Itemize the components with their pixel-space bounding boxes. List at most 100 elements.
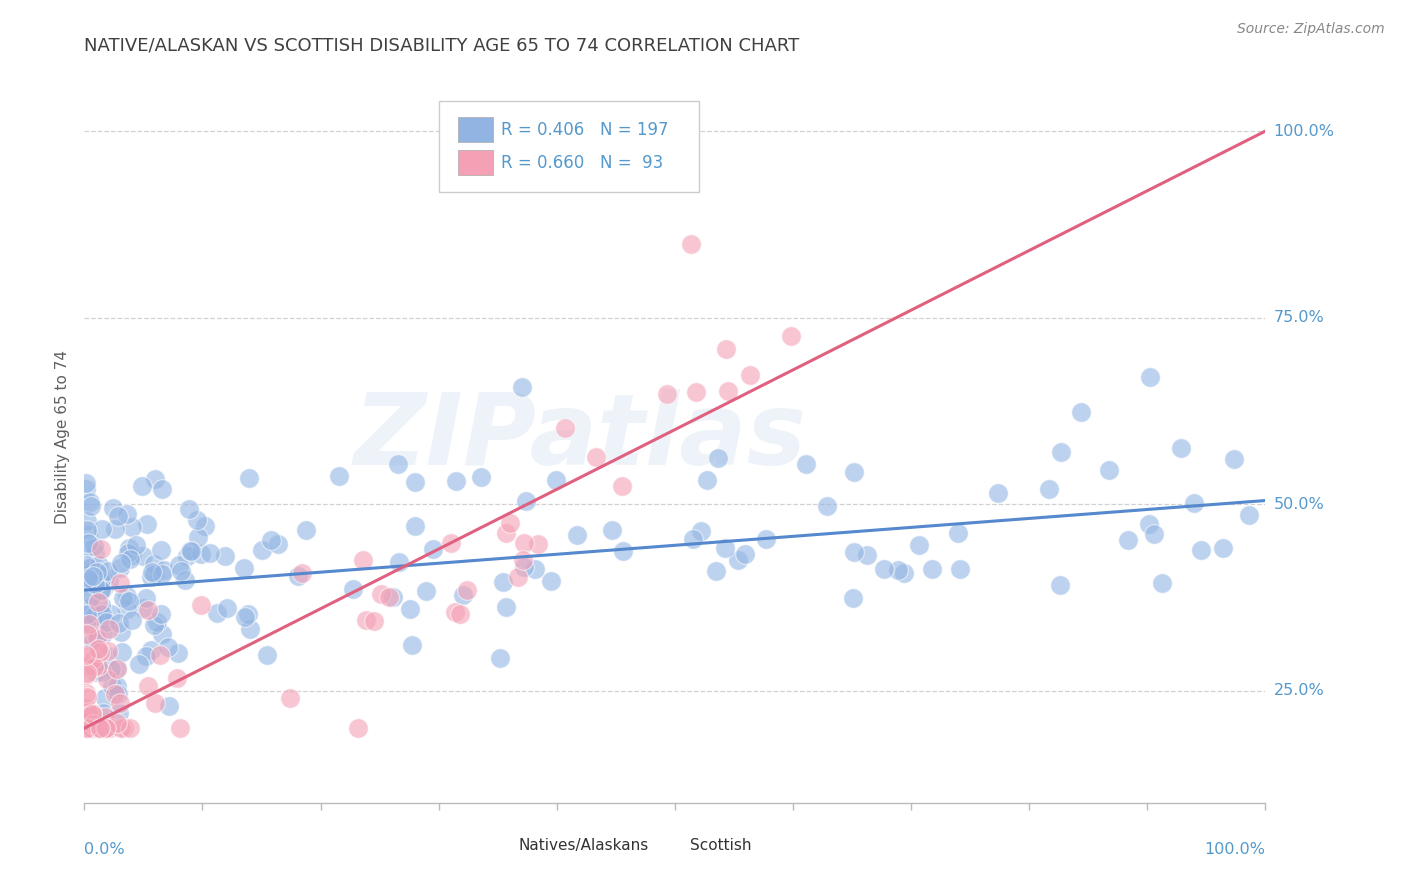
- Point: [96, 648, 118, 663]
- Point: [186, 513, 208, 527]
- Point: [585, 450, 607, 464]
- Point: [524, 562, 547, 576]
- Text: 75.0%: 75.0%: [1274, 310, 1324, 326]
- Point: [717, 384, 740, 398]
- Point: [76, 536, 98, 550]
- Point: [143, 472, 166, 486]
- Point: [238, 471, 260, 485]
- Point: [77, 528, 100, 542]
- Text: Natives/Alaskans: Natives/Alaskans: [519, 838, 650, 854]
- Point: [233, 609, 256, 624]
- Point: [135, 649, 157, 664]
- Point: [404, 518, 426, 533]
- Point: [136, 679, 159, 693]
- Point: [370, 587, 392, 601]
- Point: [90, 574, 112, 588]
- Point: [946, 525, 969, 540]
- Point: [256, 648, 278, 663]
- Point: [107, 508, 129, 523]
- Point: [91, 522, 114, 536]
- Point: [527, 537, 550, 551]
- Point: [83, 660, 105, 674]
- Point: [82, 564, 104, 578]
- Point: [121, 548, 143, 562]
- Point: [612, 544, 634, 558]
- Point: [80, 499, 103, 513]
- Point: [89, 645, 111, 659]
- Point: [655, 387, 678, 401]
- Point: [169, 721, 191, 735]
- Point: [352, 553, 374, 567]
- Point: [714, 342, 737, 356]
- Point: [1038, 482, 1060, 496]
- Point: [97, 623, 120, 637]
- Point: [278, 690, 301, 705]
- Point: [86, 721, 108, 735]
- Point: [707, 450, 730, 465]
- Point: [1189, 542, 1212, 557]
- Point: [444, 474, 467, 488]
- Point: [108, 576, 131, 591]
- Point: [157, 698, 180, 713]
- Point: [87, 658, 110, 673]
- Point: [83, 608, 105, 623]
- Point: [80, 706, 103, 721]
- Point: [600, 524, 623, 538]
- Point: [94, 721, 117, 735]
- Point: [190, 598, 212, 612]
- Point: [179, 502, 201, 516]
- Point: [856, 549, 879, 563]
- Point: [141, 642, 163, 657]
- Point: [94, 721, 117, 735]
- Text: 0.0%: 0.0%: [84, 842, 125, 856]
- Point: [214, 549, 236, 563]
- Point: [363, 614, 385, 628]
- Text: R = 0.406   N = 197: R = 0.406 N = 197: [502, 121, 669, 139]
- Point: [510, 380, 533, 394]
- Point: [153, 563, 176, 577]
- Point: [215, 600, 238, 615]
- Point: [90, 599, 112, 613]
- Point: [76, 665, 98, 680]
- Point: [118, 721, 141, 735]
- Y-axis label: Disability Age 65 to 74: Disability Age 65 to 74: [55, 350, 70, 524]
- Point: [76, 514, 98, 528]
- Point: [1050, 444, 1073, 458]
- Point: [842, 591, 865, 605]
- Point: [388, 555, 411, 569]
- Point: [873, 562, 896, 576]
- Text: R = 0.660   N =  93: R = 0.660 N = 93: [502, 153, 664, 172]
- Point: [921, 562, 943, 576]
- FancyBboxPatch shape: [439, 101, 699, 192]
- Point: [77, 658, 100, 673]
- Point: [139, 570, 162, 584]
- Point: [87, 721, 110, 735]
- Point: [98, 721, 121, 735]
- Point: [104, 687, 127, 701]
- Point: [444, 605, 467, 619]
- Point: [173, 573, 195, 587]
- Point: [156, 640, 179, 654]
- Point: [75, 588, 97, 602]
- Point: [381, 590, 404, 604]
- Point: [194, 518, 217, 533]
- Point: [75, 482, 97, 496]
- Point: [83, 571, 105, 585]
- Point: [90, 584, 112, 599]
- Point: [80, 572, 103, 586]
- Point: [82, 721, 104, 735]
- Point: [75, 648, 97, 662]
- Point: [87, 721, 110, 735]
- Point: [105, 679, 128, 693]
- Point: [260, 533, 283, 548]
- Point: [190, 547, 212, 561]
- Point: [567, 528, 589, 542]
- Point: [76, 626, 98, 640]
- Point: [103, 522, 125, 536]
- Point: [1116, 533, 1139, 547]
- Point: [512, 553, 534, 567]
- Point: [404, 475, 426, 489]
- Point: [90, 665, 112, 680]
- Point: [77, 540, 100, 554]
- Point: [150, 627, 173, 641]
